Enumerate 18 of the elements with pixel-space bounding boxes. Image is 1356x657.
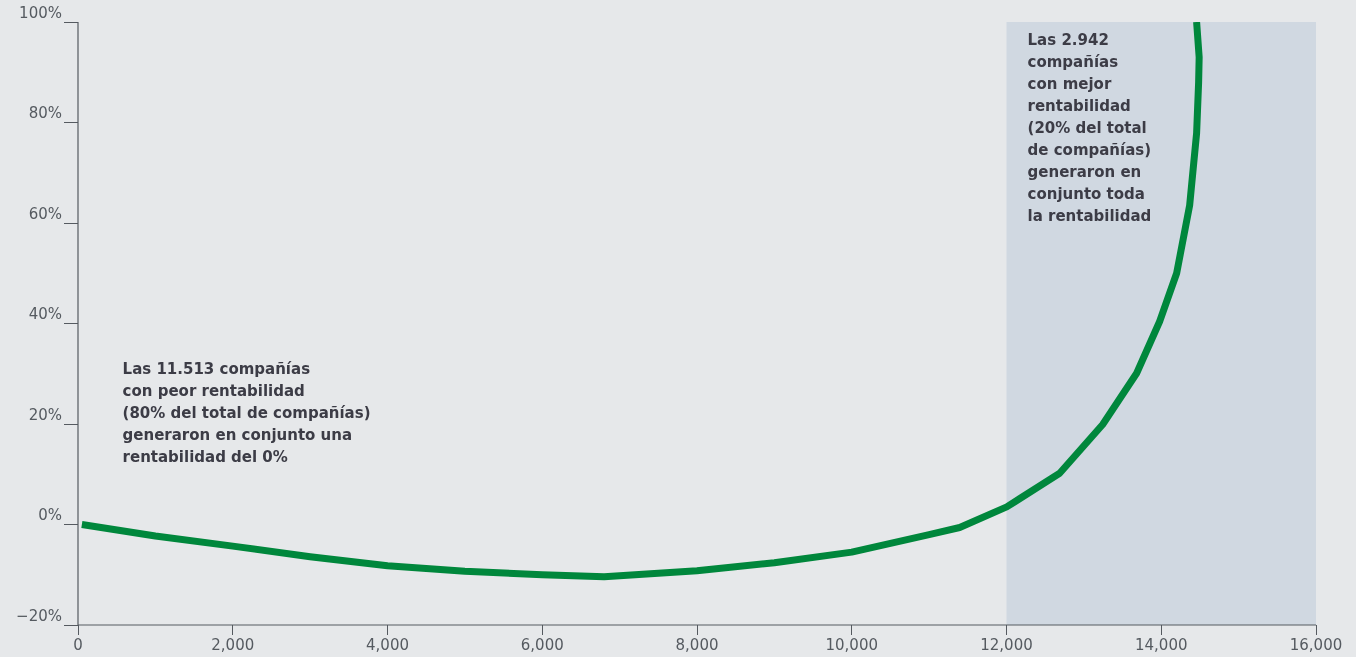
x-tick-label: 14,000 — [1135, 635, 1188, 654]
x-tick-label: 4,000 — [366, 635, 409, 654]
y-tick-label: 100% — [19, 3, 62, 22]
text: Las 2.942 compañías con mejor rentabilidad (20% del total de compañías) generaron en conjunto toda la rentabilidad — [1027, 30, 1152, 225]
x-tick-label: 16,000 — [1289, 635, 1343, 654]
x-tick-label: 12,000 — [980, 635, 1033, 654]
y-tick-label: 60% — [28, 204, 62, 223]
x-tick-label: 10,000 — [825, 635, 878, 654]
x-tick-label: 6,000 — [520, 635, 564, 654]
y-tick-label: 0% — [38, 506, 62, 525]
x-tick-label: 8,000 — [675, 635, 719, 654]
y-tick-label: 80% — [28, 104, 62, 123]
annotation: Las 11.513 compañías con peor rentabilidad (80% del total de compañías) generaron en conjunto una rentabilidad del 0% — [122, 360, 371, 467]
x-tick-label: 2,000 — [211, 635, 255, 654]
x-tick-label: 0 — [73, 635, 83, 654]
y-tick-label: −20% — [16, 606, 62, 625]
y-tick-label: 40% — [28, 305, 62, 324]
y-tick-label: 20% — [28, 405, 62, 424]
